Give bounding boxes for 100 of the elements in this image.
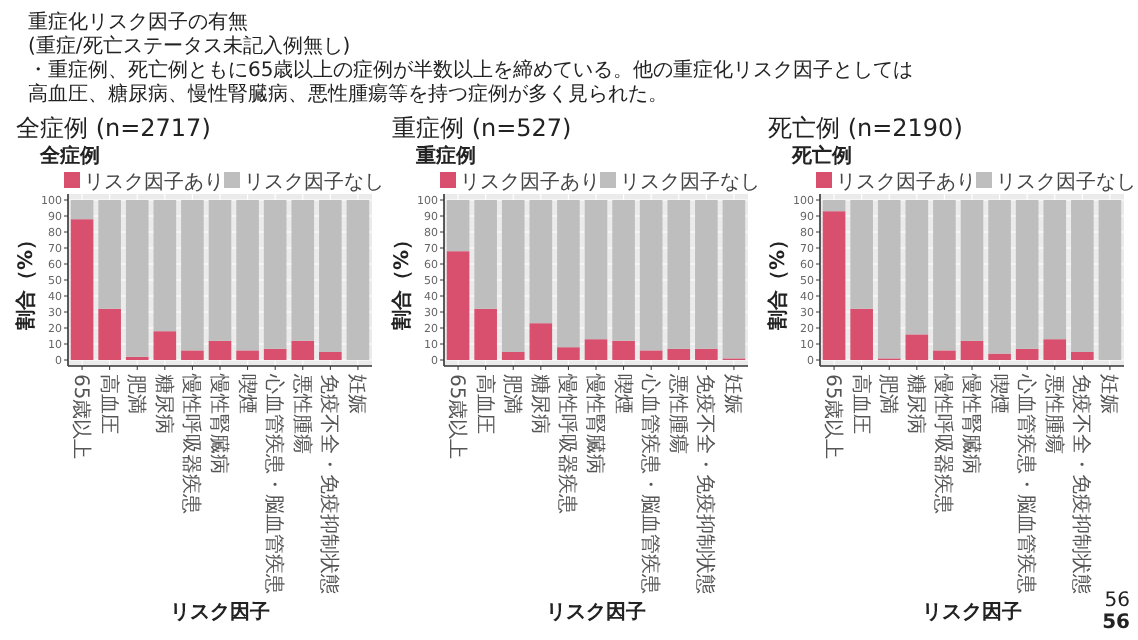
bar	[822, 200, 846, 212]
bar	[722, 200, 746, 359]
x-tick-label: 高血圧	[848, 374, 873, 434]
bar	[557, 347, 580, 360]
legend-label: リスク因子あり	[836, 172, 976, 194]
text: 56	[1104, 590, 1130, 612]
chart-title: 重症例 (n=527)	[392, 114, 572, 142]
bar	[933, 350, 956, 360]
bar	[70, 219, 94, 360]
bar	[125, 200, 149, 357]
bar	[933, 200, 956, 351]
text: ・重症例、死亡例ともに65歳以上の症例が半数以上を締めている。他の重症化リスク因子としては	[28, 58, 914, 82]
bar	[153, 331, 177, 360]
x-tick-label: 心血管疾患・脳血管疾患	[1014, 372, 1039, 594]
bar	[612, 200, 635, 341]
x-tick-label: 65歳以上	[821, 374, 846, 460]
chart-subtitle: 死亡例	[790, 144, 852, 168]
bar	[446, 251, 470, 360]
x-tick-label: 免疫不全・免疫抑制状態	[693, 374, 718, 594]
x-tick-label: 妊娠	[344, 374, 367, 414]
bar	[557, 200, 580, 348]
legend-label: リスク因子あり	[460, 172, 600, 194]
x-tick-label: 糖尿病	[903, 374, 928, 434]
bar	[98, 308, 121, 360]
bar	[291, 200, 315, 341]
bar	[905, 334, 929, 360]
x-tick-label: 肥満	[500, 374, 525, 414]
x-tick-label: 悪性腫瘍	[1041, 372, 1066, 454]
bar	[263, 348, 287, 360]
bar	[1071, 200, 1094, 352]
x-tick-label: 悪性腫瘍	[665, 372, 690, 454]
bar	[181, 200, 204, 351]
bar	[291, 340, 315, 360]
bar	[988, 353, 1011, 360]
legend-label: リスク因子あり	[84, 172, 224, 194]
bar	[612, 340, 635, 360]
bar	[208, 200, 232, 341]
bar	[529, 200, 553, 324]
bar	[877, 200, 901, 359]
x-axis-title: リスク因子	[170, 600, 270, 624]
x-tick-label: 肥満	[124, 374, 149, 414]
x-tick-label: 喫煙	[610, 374, 635, 414]
x-tick-label: 喫煙	[986, 374, 1011, 414]
x-tick-label: 糖尿病	[151, 374, 176, 434]
bar	[208, 340, 232, 360]
x-tick-label: 慢性腎臓病	[207, 372, 231, 474]
x-tick-label: 慢性呼吸器疾患	[931, 372, 956, 514]
bar	[181, 350, 204, 360]
bar	[319, 200, 342, 352]
bar	[474, 308, 497, 360]
x-tick-label: 心血管疾患・脳血管疾患	[262, 372, 287, 594]
bar	[584, 200, 608, 340]
bar	[319, 352, 342, 360]
x-tick-label: 糖尿病	[527, 374, 552, 434]
bar	[236, 350, 259, 360]
x-tick-label: 妊娠	[720, 374, 743, 414]
y-axis-title: 割合（%）	[14, 229, 38, 333]
bar	[236, 200, 259, 351]
chart-title: 死亡例 (n=2190)	[768, 114, 963, 142]
bar	[474, 200, 497, 309]
chart-subtitle: 重症例	[414, 144, 476, 168]
bar	[667, 348, 691, 360]
bar	[695, 200, 718, 349]
x-tick-label: 65歳以上	[445, 374, 470, 460]
bar	[1071, 352, 1094, 360]
x-tick-label: 慢性呼吸器疾患	[555, 372, 580, 514]
bar	[1015, 200, 1039, 349]
bar	[98, 200, 121, 309]
x-tick-label: 高血圧	[96, 374, 121, 434]
bar	[584, 339, 608, 360]
bar	[822, 211, 846, 360]
x-tick-label: 悪性腫瘍	[289, 372, 314, 454]
bar	[529, 323, 553, 360]
text: 高血圧、糖尿病、慢性腎臓病、悪性腫瘍等を持つ症例が多く見られた。	[28, 82, 668, 106]
bar	[905, 200, 929, 335]
bar	[1098, 200, 1122, 360]
chart-title: 全症例 (n=2717)	[16, 114, 211, 142]
x-tick-label: 65歳以上	[69, 374, 94, 460]
x-tick-label: 喫煙	[234, 374, 259, 414]
y-axis-title: 割合（%）	[390, 229, 414, 333]
text: 56	[1102, 612, 1131, 634]
x-axis-title: リスク因子	[922, 600, 1022, 624]
bar	[850, 308, 873, 360]
x-tick-label: 心血管疾患・脳血管疾患	[638, 372, 663, 594]
bar	[639, 200, 663, 351]
text: 重症化リスク因子の有無	[28, 10, 248, 34]
legend-label: リスク因子なし	[244, 172, 384, 194]
bar	[153, 200, 177, 332]
bar	[960, 340, 984, 360]
bar	[850, 200, 873, 309]
legend-label: リスク因子なし	[620, 172, 760, 194]
chart-subtitle: 全症例	[38, 144, 100, 168]
bar	[1043, 200, 1067, 340]
bar	[501, 200, 525, 352]
y-axis-title: 割合（%）	[766, 229, 790, 333]
x-tick-label: 慢性腎臓病	[959, 372, 983, 474]
x-tick-label: 肥満	[876, 374, 901, 414]
x-tick-label: 慢性腎臓病	[583, 372, 607, 474]
bar	[960, 200, 984, 341]
bar	[1043, 339, 1067, 360]
